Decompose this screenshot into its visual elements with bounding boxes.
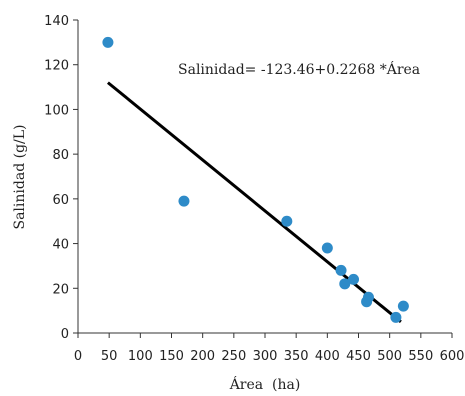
- y-tick-label: 40: [52, 238, 69, 253]
- x-tick-label: 600: [440, 349, 465, 364]
- x-tick-label: 200: [190, 349, 215, 364]
- x-tick-label: 50: [101, 349, 118, 364]
- y-axis-title: Salinidad (g/L): [12, 124, 28, 229]
- y-tick-label: 140: [44, 14, 69, 29]
- trendline: [106, 81, 402, 323]
- y-tick-label: 0: [61, 327, 69, 342]
- data-point: [390, 311, 402, 323]
- data-point: [102, 36, 114, 48]
- data-point: [178, 195, 190, 207]
- x-tick-label: 400: [315, 349, 340, 364]
- x-tick-label: 250: [221, 349, 246, 364]
- y-tick-label: 120: [44, 59, 69, 74]
- x-tick-label: 350: [284, 349, 309, 364]
- x-tick-label: 100: [128, 349, 153, 364]
- data-point: [335, 264, 347, 276]
- data-point: [348, 273, 360, 285]
- x-tick-label: 0: [74, 349, 82, 364]
- x-axis-title: Área (ha): [229, 375, 301, 393]
- data-points: [102, 36, 409, 323]
- data-point: [321, 242, 333, 254]
- data-point: [362, 291, 374, 303]
- x-tick-label: 550: [408, 349, 433, 364]
- regression-equation: Salinidad= -123.46+0.2268 *Área: [178, 60, 420, 78]
- x-ticks: 0 50 100 150 200 250 300 350 400 450 500 550 600: [74, 333, 465, 364]
- data-point: [281, 215, 293, 227]
- y-tick-label: 60: [52, 193, 69, 208]
- y-ticks: 0 20 40 60 80 100 120 140: [44, 14, 78, 342]
- x-tick-label: 450: [346, 349, 371, 364]
- trendline-group: [106, 81, 402, 323]
- y-tick-label: 100: [44, 103, 69, 118]
- data-point: [397, 300, 409, 312]
- y-tick-label: 80: [52, 148, 69, 163]
- x-tick-label: 300: [253, 349, 278, 364]
- x-tick-label: 500: [377, 349, 402, 364]
- y-tick-label: 20: [52, 282, 69, 297]
- x-tick-label: 150: [159, 349, 184, 364]
- data-point: [339, 278, 351, 290]
